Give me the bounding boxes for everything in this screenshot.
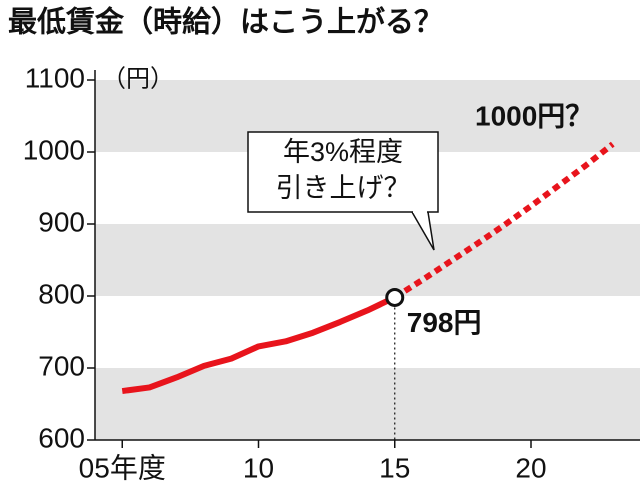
x-tick-label: 15	[379, 452, 410, 483]
x-tick-label: 20	[515, 452, 546, 483]
value-annotation: 1000円？	[475, 100, 593, 131]
y-tick-label: 900	[38, 206, 85, 237]
grid-band	[95, 224, 640, 296]
line-series	[393, 141, 615, 300]
x-tick-label: 05年度	[79, 452, 166, 483]
callout-text: 引き上げ？	[276, 173, 411, 203]
y-tick-label: 800	[38, 278, 85, 309]
plot-background	[95, 80, 640, 440]
value-annotation: 798円	[407, 307, 482, 338]
point-marker	[385, 287, 405, 307]
line-series	[121, 294, 397, 395]
callout-box	[247, 131, 439, 213]
y-tick-label: 1000	[23, 134, 85, 165]
y-tick-label: 600	[38, 422, 85, 453]
y-tick-label: 1100	[25, 62, 85, 93]
grid-band	[95, 368, 640, 440]
callout-text: 年3%程度	[283, 137, 403, 167]
callout-pointer	[411, 211, 435, 251]
y-tick-label: 700	[38, 350, 85, 381]
y-unit: （円）	[102, 65, 174, 92]
x-tick-label: 10	[243, 452, 274, 483]
chart-title: 最低賃金（時給）はこう上がる？	[8, 5, 443, 39]
